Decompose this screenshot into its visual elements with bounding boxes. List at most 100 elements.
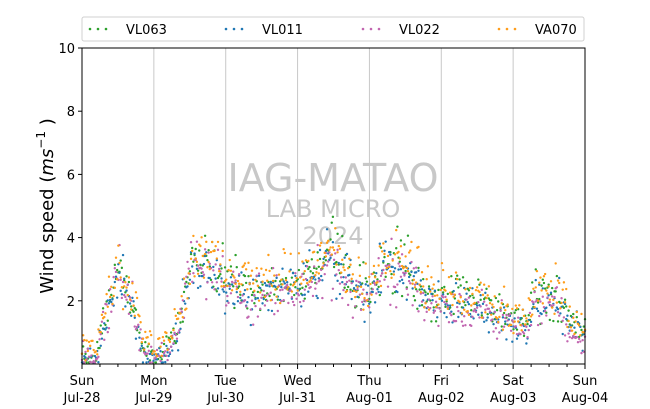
data-point bbox=[185, 307, 188, 310]
data-point bbox=[387, 250, 391, 254]
data-point bbox=[85, 361, 88, 364]
data-point bbox=[414, 288, 418, 291]
data-point bbox=[473, 301, 476, 305]
data-point bbox=[83, 338, 86, 342]
data-point bbox=[138, 331, 141, 334]
data-point bbox=[404, 271, 407, 275]
data-point bbox=[161, 361, 165, 364]
data-point bbox=[366, 284, 370, 287]
data-point bbox=[87, 355, 91, 358]
data-point bbox=[110, 293, 113, 297]
data-point bbox=[383, 278, 386, 281]
data-point bbox=[454, 319, 458, 323]
data-point bbox=[229, 292, 233, 295]
data-point bbox=[348, 273, 351, 277]
data-point bbox=[132, 300, 135, 303]
data-point bbox=[331, 215, 335, 219]
data-point bbox=[182, 277, 186, 280]
data-point bbox=[364, 262, 367, 265]
data-point bbox=[497, 300, 500, 303]
data-point bbox=[377, 285, 380, 289]
data-point bbox=[208, 262, 211, 265]
data-point bbox=[111, 302, 114, 306]
data-point bbox=[427, 298, 431, 301]
data-point bbox=[566, 314, 569, 317]
legend-marker bbox=[240, 27, 244, 31]
data-point bbox=[519, 332, 522, 336]
data-point bbox=[321, 266, 324, 269]
data-point bbox=[250, 269, 254, 272]
data-point bbox=[550, 295, 554, 298]
data-point bbox=[574, 320, 577, 323]
data-point bbox=[461, 306, 465, 309]
data-point bbox=[477, 313, 480, 316]
data-point bbox=[484, 308, 487, 311]
data-point bbox=[538, 281, 541, 284]
data-point bbox=[387, 265, 391, 269]
data-point bbox=[268, 269, 271, 273]
data-point bbox=[166, 348, 169, 352]
data-point bbox=[253, 302, 256, 305]
data-point bbox=[362, 303, 365, 306]
data-point bbox=[504, 320, 507, 323]
data-point bbox=[123, 277, 126, 280]
data-point bbox=[329, 256, 332, 260]
data-point bbox=[247, 275, 250, 278]
legend-item-VL022: VL022 bbox=[361, 23, 440, 38]
data-point bbox=[529, 323, 533, 327]
data-point bbox=[262, 297, 265, 301]
data-point bbox=[487, 285, 491, 288]
data-point bbox=[466, 300, 469, 304]
data-point bbox=[459, 296, 462, 299]
data-point bbox=[562, 316, 566, 319]
data-point bbox=[450, 313, 453, 317]
y-tick-label: 6 bbox=[67, 168, 75, 183]
data-point bbox=[577, 335, 581, 339]
data-point bbox=[108, 295, 112, 299]
data-point bbox=[234, 279, 237, 282]
data-point bbox=[579, 334, 582, 337]
data-point bbox=[436, 294, 439, 297]
data-point bbox=[133, 314, 136, 318]
data-point bbox=[214, 263, 217, 266]
data-point bbox=[294, 280, 297, 284]
data-point bbox=[579, 340, 582, 343]
data-point bbox=[215, 290, 219, 293]
data-point bbox=[448, 312, 452, 315]
data-point bbox=[114, 275, 118, 278]
data-point bbox=[368, 275, 371, 279]
data-point bbox=[338, 292, 342, 296]
data-point bbox=[133, 325, 136, 328]
data-point bbox=[243, 274, 247, 278]
data-point bbox=[509, 329, 513, 333]
data-point bbox=[439, 310, 442, 313]
data-point bbox=[110, 285, 113, 289]
data-point bbox=[405, 266, 408, 270]
data-point bbox=[172, 328, 175, 332]
data-point bbox=[492, 330, 495, 333]
data-point bbox=[146, 335, 149, 339]
data-point bbox=[538, 314, 541, 318]
data-point bbox=[332, 262, 336, 266]
x-tick-day-label: Wed bbox=[283, 374, 311, 389]
data-point bbox=[343, 283, 346, 286]
data-point bbox=[160, 341, 163, 345]
data-point bbox=[93, 361, 97, 364]
data-point bbox=[443, 311, 446, 315]
data-point bbox=[107, 275, 111, 278]
data-point bbox=[484, 291, 487, 295]
data-point bbox=[475, 286, 479, 289]
data-point bbox=[84, 359, 87, 362]
data-point bbox=[115, 268, 119, 272]
data-point bbox=[203, 254, 207, 258]
data-point bbox=[191, 265, 194, 268]
data-point bbox=[290, 276, 294, 279]
data-point bbox=[336, 248, 339, 252]
data-point bbox=[293, 293, 296, 297]
data-point bbox=[371, 272, 374, 275]
data-point bbox=[351, 273, 355, 276]
data-point bbox=[372, 264, 376, 268]
data-point bbox=[378, 280, 382, 283]
data-point bbox=[113, 286, 117, 290]
data-point bbox=[376, 281, 379, 284]
